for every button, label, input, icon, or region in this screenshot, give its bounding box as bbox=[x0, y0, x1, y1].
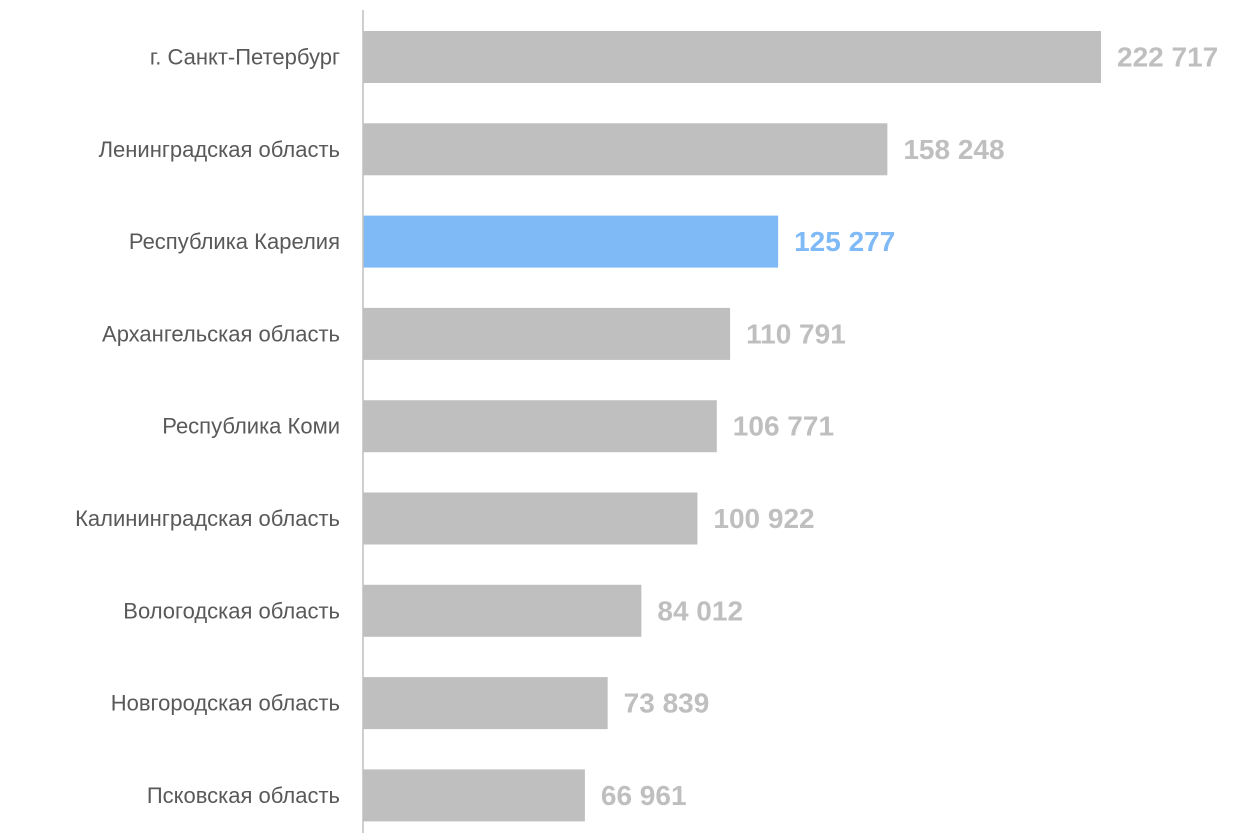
category-label: Республика Карелия bbox=[129, 229, 340, 254]
value-label: 66 961 bbox=[601, 780, 687, 811]
category-label: Вологодская область bbox=[123, 598, 340, 623]
bar-8 bbox=[363, 677, 608, 730]
bar-6 bbox=[363, 492, 698, 545]
bar-3 bbox=[363, 215, 779, 268]
value-label: 222 717 bbox=[1117, 42, 1218, 73]
category-label: г. Санкт-Петербург bbox=[150, 45, 340, 70]
bar-1 bbox=[363, 31, 1101, 83]
bar-7 bbox=[363, 584, 642, 637]
category-label: Ленинградская область bbox=[99, 137, 340, 162]
value-label: 73 839 bbox=[624, 688, 710, 719]
value-label: 84 012 bbox=[657, 595, 743, 626]
category-label: Калининградская область bbox=[75, 506, 340, 531]
category-label: Республика Коми bbox=[162, 414, 340, 439]
category-label: Новгородская область bbox=[111, 691, 340, 716]
bar-4 bbox=[363, 307, 731, 360]
bars-group bbox=[363, 31, 1101, 822]
value-label: 158 248 bbox=[903, 134, 1004, 165]
value-label: 110 791 bbox=[746, 318, 846, 349]
category-label: Архангельская область bbox=[102, 321, 340, 346]
bar-2 bbox=[363, 123, 888, 176]
value-label: 100 922 bbox=[713, 503, 814, 534]
value-label: 106 771 bbox=[733, 411, 834, 442]
bar-5 bbox=[363, 400, 717, 453]
bar-9 bbox=[363, 769, 585, 822]
value-labels: 222 717 158 248 125 277 110 791 106 771 100 9… bbox=[601, 42, 1218, 811]
category-label: Псковская область bbox=[147, 783, 340, 808]
value-label: 125 277 bbox=[794, 226, 895, 257]
category-labels: г. Санкт-Петербург Ленинградская область Р… bbox=[75, 45, 340, 808]
